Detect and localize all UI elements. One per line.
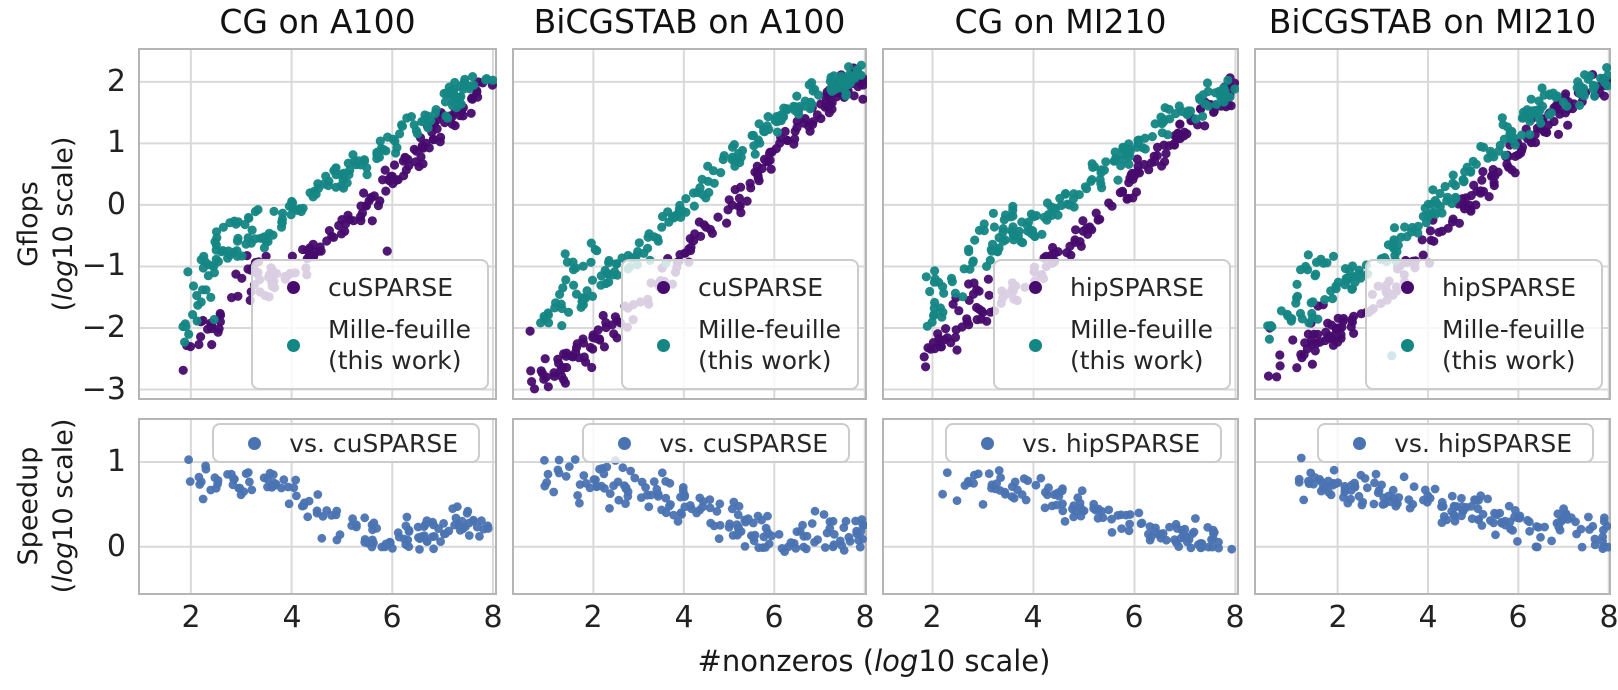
series-mille-feuille-this-work — [536, 60, 866, 331]
panel-cg-on-a100-speedup: vs. cuSPARSE — [138, 418, 497, 595]
legend: vs. hipSPARSE — [1317, 423, 1594, 463]
legend-entry-mille-feuille: Mille-feuille (this work) — [995, 315, 1213, 376]
legend-marker-icon — [1028, 339, 1042, 352]
x-tick-label: 6 — [1124, 600, 1144, 635]
y-tick-label: 0 — [106, 529, 126, 564]
panel-cg-on-mi210-gflops: hipSPARSE Mille-feuille (this work) — [882, 48, 1239, 400]
legend-label: Mille-feuille (this work) — [1069, 315, 1213, 375]
legend: cuSPARSE Mille-feuille (this work) — [620, 258, 859, 390]
legend-entry-vs-cusparse: vs. cuSPARSE — [584, 429, 828, 458]
x-tick-label: 2 — [181, 600, 201, 635]
panel-cg-on-mi210-speedup: vs. hipSPARSE — [882, 418, 1239, 595]
x-tick-label: 4 — [674, 600, 694, 635]
legend-entry-mille-feuille: Mille-feuille (this work) — [253, 315, 471, 376]
legend-entry-cusparse: cuSPARSE — [253, 273, 471, 304]
legend-marker-icon — [1400, 339, 1414, 352]
series-vs-hipsparse — [1294, 453, 1611, 554]
legend-entry-mille-feuille: Mille-feuille (this work) — [1367, 315, 1585, 376]
series-vs-hipsparse — [938, 466, 1237, 554]
legend-marker-icon — [981, 436, 995, 450]
y-tick-label: 1 — [106, 125, 126, 160]
series-vs-cusparse — [184, 455, 493, 554]
legend: hipSPARSE Mille-feuille (this work) — [992, 258, 1231, 390]
x-axis-label: #nonzeros (log10 scale) — [697, 644, 1051, 678]
x-tick-label: 8 — [483, 600, 503, 635]
legend-entry-hipsparse: hipSPARSE — [1367, 273, 1585, 304]
x-tick-label: 6 — [764, 600, 784, 635]
x-tick-label: 4 — [282, 600, 302, 635]
legend-label: Mille-feuille (this work) — [327, 315, 471, 375]
x-tick-label: 8 — [1599, 600, 1618, 635]
legend: vs. hipSPARSE — [945, 423, 1222, 463]
y-tick-label: −3 — [81, 372, 126, 407]
legend-label: vs. cuSPARSE — [659, 428, 828, 458]
panel-bicgstab-on-a100-speedup: vs. cuSPARSE — [512, 418, 867, 595]
x-tick-label: 4 — [1418, 600, 1438, 635]
legend-label: cuSPARSE — [697, 272, 824, 302]
y-tick-label: 1 — [106, 444, 126, 479]
x-tick-label: 2 — [922, 600, 942, 635]
column-title-cg-on-mi210: CG on MI210 — [954, 2, 1167, 41]
y-tick-label: −2 — [81, 310, 126, 345]
legend-label: vs. hipSPARSE — [1394, 428, 1572, 458]
legend: hipSPARSE Mille-feuille (this work) — [1364, 258, 1603, 390]
panel-cg-on-a100-gflops: cuSPARSE Mille-feuille (this work) — [138, 48, 497, 400]
legend-entry-mille-feuille: Mille-feuille (this work) — [623, 315, 841, 376]
panel-bicgstab-on-mi210-speedup: vs. hipSPARSE — [1254, 418, 1611, 595]
x-tick-label: 6 — [1508, 600, 1528, 635]
legend-label: vs. cuSPARSE — [289, 428, 458, 458]
x-tick-label: 4 — [1023, 600, 1043, 635]
legend-label: cuSPARSE — [327, 272, 454, 302]
legend-marker-icon — [618, 436, 632, 450]
legend: cuSPARSE Mille-feuille (this work) — [250, 258, 489, 390]
legend-label: hipSPARSE — [1441, 272, 1577, 302]
legend-entry-hipsparse: hipSPARSE — [995, 273, 1213, 304]
column-title-bicgstab-on-mi210: BiCGSTAB on MI210 — [1268, 2, 1597, 41]
legend-marker-icon — [248, 436, 262, 450]
x-tick-label: 2 — [583, 600, 603, 635]
legend-marker-icon — [1028, 281, 1042, 295]
legend-marker-icon — [656, 339, 670, 352]
legend-entry-vs-hipsparse: vs. hipSPARSE — [1319, 429, 1572, 458]
legend-marker-icon — [286, 281, 300, 295]
column-title-cg-on-a100: CG on A100 — [219, 2, 416, 41]
panel-bicgstab-on-mi210-gflops: hipSPARSE Mille-feuille (this work) — [1254, 48, 1611, 400]
series-vs-cusparse — [540, 455, 867, 556]
legend-marker-icon — [656, 281, 670, 295]
series-mille-feuille-this-work — [178, 72, 497, 347]
legend-label: Mille-feuille (this work) — [697, 315, 841, 375]
legend-label: Mille-feuille (this work) — [1441, 315, 1585, 375]
y-tick-label: 0 — [106, 187, 126, 222]
legend: vs. cuSPARSE — [212, 423, 480, 463]
x-tick-label: 8 — [855, 600, 875, 635]
legend-entry-cusparse: cuSPARSE — [623, 273, 841, 304]
legend-entry-vs-cusparse: vs. cuSPARSE — [214, 429, 458, 458]
column-title-bicgstab-on-a100: BiCGSTAB on A100 — [533, 2, 846, 41]
legend-label: vs. hipSPARSE — [1022, 428, 1200, 458]
x-tick-label: 8 — [1225, 600, 1245, 635]
legend-marker-icon — [286, 339, 300, 352]
series-mille-feuille-this-work — [1263, 63, 1611, 361]
legend-marker-icon — [1353, 436, 1367, 450]
y-tick-label: −1 — [81, 248, 126, 283]
y-tick-label: 2 — [106, 64, 126, 99]
x-tick-label: 6 — [382, 600, 402, 635]
series-mille-feuille-this-work — [921, 75, 1239, 331]
panel-bicgstab-on-a100-gflops: cuSPARSE Mille-feuille (this work) — [512, 48, 867, 400]
x-tick-label: 2 — [1328, 600, 1348, 635]
legend-label: hipSPARSE — [1069, 272, 1205, 302]
legend-marker-icon — [1400, 281, 1414, 295]
legend-entry-vs-hipsparse: vs. hipSPARSE — [947, 429, 1200, 458]
legend: vs. cuSPARSE — [582, 423, 850, 463]
